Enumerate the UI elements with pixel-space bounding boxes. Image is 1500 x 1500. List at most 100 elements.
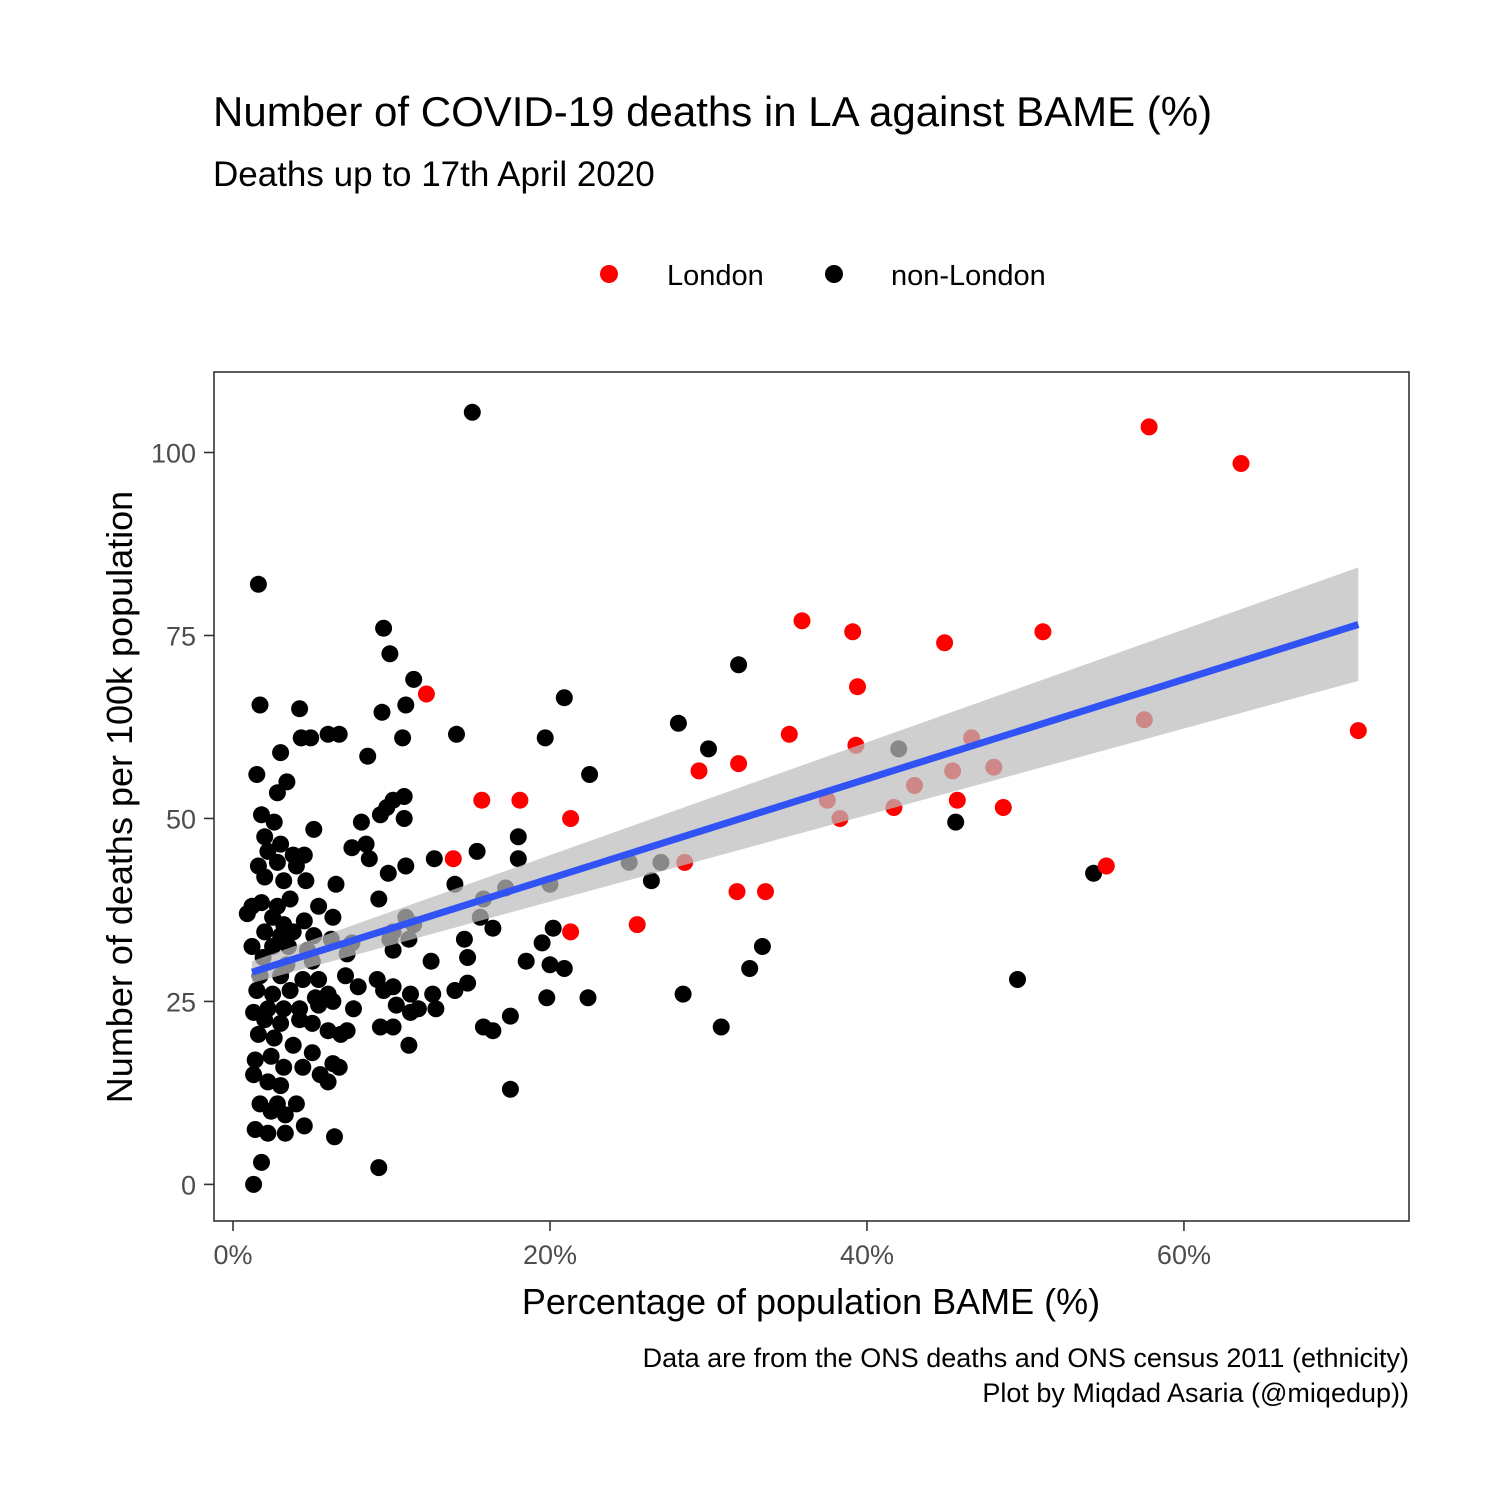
data-point-non-london	[1085, 864, 1103, 882]
data-point-non-london	[371, 1018, 389, 1036]
data-point-non-london	[422, 952, 440, 970]
trend-line	[250, 621, 1360, 976]
data-point-non-london	[669, 714, 687, 732]
x-tick-label: 60%	[1157, 1240, 1211, 1270]
data-point-non-london	[509, 850, 527, 868]
data-point-non-london	[555, 689, 573, 707]
data-point-non-london	[275, 1058, 293, 1076]
data-point-non-london	[275, 872, 293, 890]
data-point-non-london	[238, 905, 256, 923]
y-tick-label: 50	[166, 804, 196, 834]
data-point-non-london	[370, 1159, 388, 1177]
data-point-non-london	[268, 853, 286, 871]
data-point-non-london	[262, 1102, 280, 1120]
data-point-non-london	[375, 619, 393, 637]
data-point-non-london	[700, 740, 717, 758]
data-point-london	[562, 810, 580, 827]
data-point-non-london	[533, 934, 551, 952]
data-point-non-london	[265, 1029, 283, 1047]
data-point-london	[562, 923, 580, 941]
y-tick-label: 100	[151, 439, 196, 469]
data-point-non-london	[265, 813, 283, 831]
data-point-non-london	[517, 952, 535, 970]
data-point-non-london	[268, 784, 286, 802]
legend-key-london	[600, 265, 618, 283]
data-point-non-london	[947, 813, 965, 831]
data-point-london	[780, 725, 798, 743]
data-point-london	[936, 634, 954, 652]
series-non-london	[238, 403, 1103, 1193]
data-point-non-london	[264, 985, 282, 1003]
data-point-non-london	[281, 890, 299, 908]
data-point-non-london	[281, 982, 299, 999]
data-point-non-london	[484, 1022, 502, 1040]
x-tick-label: 20%	[523, 1240, 577, 1270]
data-point-non-london	[253, 806, 270, 824]
data-point-non-london	[1009, 971, 1026, 988]
legend-label-london: London	[667, 260, 764, 292]
data-point-non-london	[276, 1106, 294, 1124]
data-point-non-london	[384, 978, 402, 996]
data-point-non-london	[400, 1036, 418, 1054]
data-point-non-london	[387, 996, 405, 1014]
data-point-non-london	[287, 1095, 305, 1113]
data-point-non-london	[581, 766, 599, 783]
data-point-non-london	[324, 992, 342, 1010]
data-point-non-london	[405, 670, 423, 688]
data-point-non-london	[459, 949, 477, 966]
data-point-non-london	[330, 1058, 348, 1076]
data-point-non-london	[287, 857, 305, 875]
data-point-london	[473, 791, 491, 809]
data-point-non-london	[730, 656, 748, 674]
data-point-london	[793, 612, 811, 630]
data-point-london	[444, 850, 462, 868]
data-point-non-london	[302, 729, 320, 747]
data-point-non-london	[468, 842, 486, 860]
data-point-non-london	[359, 747, 377, 765]
data-point-non-london	[249, 575, 267, 593]
data-point-non-london	[256, 1011, 274, 1029]
data-point-london	[417, 685, 435, 703]
data-point-non-london	[262, 1047, 280, 1065]
data-point-london	[728, 883, 746, 901]
data-point-non-london	[741, 960, 759, 977]
data-point-non-london	[326, 1128, 343, 1146]
data-point-london	[1140, 418, 1158, 436]
data-point-non-london	[303, 1014, 321, 1032]
data-point-non-london	[501, 1007, 519, 1025]
axes: 0% 20% 40% 60% 0 25 50 75 100	[151, 439, 1211, 1270]
data-point-non-london	[509, 828, 527, 846]
data-point-non-london	[243, 938, 261, 955]
data-point-non-london	[248, 982, 266, 999]
confidence-band	[252, 567, 1359, 984]
data-point-non-london	[284, 923, 302, 941]
data-point-non-london	[394, 729, 412, 747]
data-point-non-london	[402, 985, 419, 1003]
data-point-london	[849, 678, 866, 696]
data-point-non-london	[484, 919, 502, 937]
data-point-non-london	[352, 813, 370, 831]
data-point-non-london	[371, 806, 389, 824]
data-point-non-london	[337, 967, 354, 985]
data-point-london	[948, 791, 966, 809]
data-point-non-london	[501, 1080, 519, 1098]
data-point-non-london	[294, 1058, 312, 1076]
data-point-non-london	[272, 1077, 290, 1095]
data-point-non-london	[284, 1036, 302, 1054]
data-point-non-london	[310, 897, 328, 915]
data-point-non-london	[536, 729, 554, 747]
data-point-london	[730, 755, 748, 773]
data-point-non-london	[253, 1153, 270, 1171]
data-point-non-london	[544, 919, 562, 937]
plot-area	[238, 403, 1367, 1193]
data-point-non-london	[402, 1003, 419, 1021]
data-point-non-london	[425, 850, 443, 868]
data-point-non-london	[357, 835, 375, 853]
data-point-non-london	[327, 875, 345, 893]
data-point-non-london	[332, 1025, 350, 1043]
data-point-non-london	[427, 1000, 445, 1018]
data-point-non-london	[245, 1066, 263, 1084]
data-point-non-london	[459, 974, 477, 992]
data-point-london	[690, 762, 708, 780]
data-point-non-london	[343, 839, 361, 857]
